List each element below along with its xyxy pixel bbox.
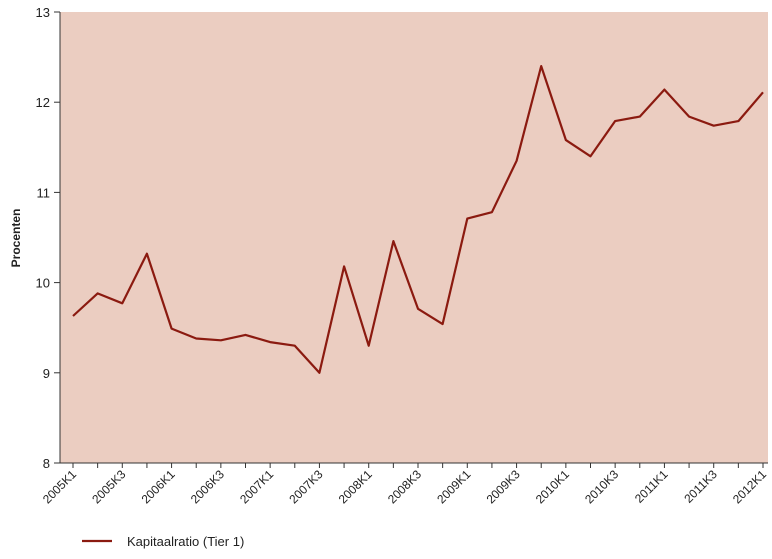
y-tick-label: 11: [37, 185, 51, 200]
y-tick-label: 13: [36, 5, 50, 20]
x-tick-label: 2010K1: [533, 467, 572, 506]
y-tick-label: 9: [43, 366, 50, 381]
x-tick-label: 2010K3: [582, 467, 621, 506]
x-tick-label: 2011K1: [632, 467, 671, 506]
x-tick-label: 2007K3: [286, 467, 325, 506]
x-tick-label: 2008K1: [336, 467, 375, 506]
y-tick-label: 12: [36, 95, 50, 110]
x-tick-label: 2006K3: [188, 467, 227, 506]
x-tick-label: 2008K3: [385, 467, 424, 506]
data-line: [72, 65, 764, 374]
y-tick-label: 8: [43, 456, 50, 471]
x-tick-label: 2012K1: [730, 467, 769, 506]
x-tick-label: 2005K3: [89, 467, 128, 506]
x-tick-label: 2009K1: [434, 467, 473, 506]
x-tick-label: 2005K1: [40, 467, 79, 506]
plot-background: [60, 12, 768, 463]
legend-label: Kapitaalratio (Tier 1): [127, 534, 244, 549]
x-tick-label: 2009K3: [484, 467, 523, 506]
x-tick-label: 2011K3: [681, 467, 720, 506]
y-axis-label: Procenten: [9, 209, 23, 268]
y-tick-label: 10: [36, 276, 50, 291]
x-tick-label: 2006K1: [139, 467, 178, 506]
x-tick-label: 2007K1: [237, 467, 276, 506]
